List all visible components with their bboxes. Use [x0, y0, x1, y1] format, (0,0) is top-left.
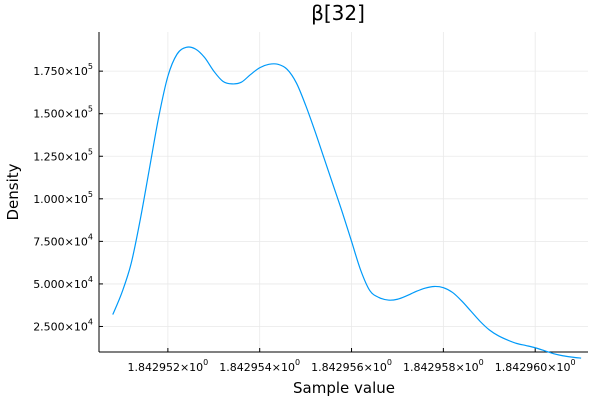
- y-axis-label: Density: [4, 163, 22, 220]
- grid-layer: [99, 32, 588, 352]
- x-axis-label: Sample value: [293, 379, 395, 397]
- y-tick-label: 7.500×104: [33, 232, 93, 248]
- x-tick-label: 1.842956×100: [311, 358, 392, 374]
- chart-title: β[32]: [311, 1, 365, 25]
- axes-layer: [98, 32, 588, 353]
- y-tick-label: 1.000×105: [33, 190, 93, 206]
- x-ticks: 1.842952×100 1.842954×100 1.842956×100 1.84…: [127, 348, 576, 374]
- density-curve: [112, 46, 582, 359]
- y-tick-label: 5.000×104: [33, 275, 93, 291]
- y-tick-label: 1.750×105: [33, 62, 93, 78]
- y-tick-label: 1.500×105: [33, 105, 93, 121]
- y-ticks: 2.500×104 5.000×104 7.500×104 1.000×105 1.25…: [33, 62, 103, 333]
- x-tick-label: 1.842954×100: [219, 358, 300, 374]
- x-tick-label: 1.842960×100: [495, 358, 576, 374]
- y-tick-label: 1.250×105: [33, 147, 93, 163]
- y-tick-label: 2.500×104: [33, 317, 93, 333]
- x-tick-label: 1.842952×100: [127, 358, 208, 374]
- x-tick-label: 1.842958×100: [403, 358, 484, 374]
